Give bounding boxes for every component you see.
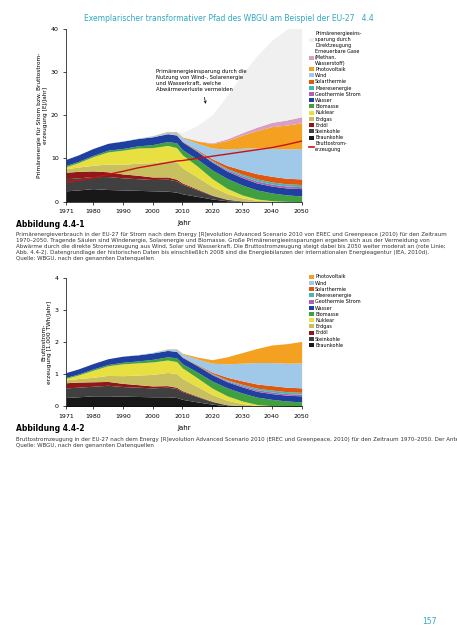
Text: Bruttostromzeugung in der EU-27 nach dem Energy [R]evolution Advanced Scenario 2: Bruttostromzeugung in der EU-27 nach dem… — [16, 437, 457, 448]
Legend: Primärenergieeins-
sparung durch
Direktzeugung, Erneuerbare Gase
(Methan,
Wasser: Primärenergieeins- sparung durch Direktz… — [309, 31, 361, 152]
Text: Primärenergieinsparung durch die
Nutzung von Wind-, Solarenergie
und Wasserkraft: Primärenergieinsparung durch die Nutzung… — [156, 69, 246, 103]
Y-axis label: Bruttostrom-
erzeugung [1.000 TWh/Jahr]: Bruttostrom- erzeugung [1.000 TWh/Jahr] — [41, 301, 52, 384]
Legend: Photovoltaik, Wind, Solarthermie, Meeresenergie, Geothermie Strom, Wasser, Bioma: Photovoltaik, Wind, Solarthermie, Meeres… — [309, 275, 361, 348]
X-axis label: Jahr: Jahr — [177, 424, 191, 431]
Text: Primärenergieverbrauch in der EU-27 für Strom nach dem Energy [R]evolution Advan: Primärenergieverbrauch in der EU-27 für … — [16, 232, 447, 260]
Y-axis label: Primärenergie für Strom bzw. Bruttostrom-
erzeugung [EJ/Jahr]: Primärenergie für Strom bzw. Bruttostrom… — [37, 52, 48, 178]
X-axis label: Jahr: Jahr — [177, 220, 191, 226]
Text: Abbildung 4.4-1: Abbildung 4.4-1 — [16, 220, 85, 228]
Text: Exemplarischer transformativer Pfad des WBGU am Beispiel der EU-27   4.4: Exemplarischer transformativer Pfad des … — [84, 14, 373, 23]
Text: 157: 157 — [422, 617, 436, 626]
Text: Abbildung 4.4-2: Abbildung 4.4-2 — [16, 424, 85, 433]
